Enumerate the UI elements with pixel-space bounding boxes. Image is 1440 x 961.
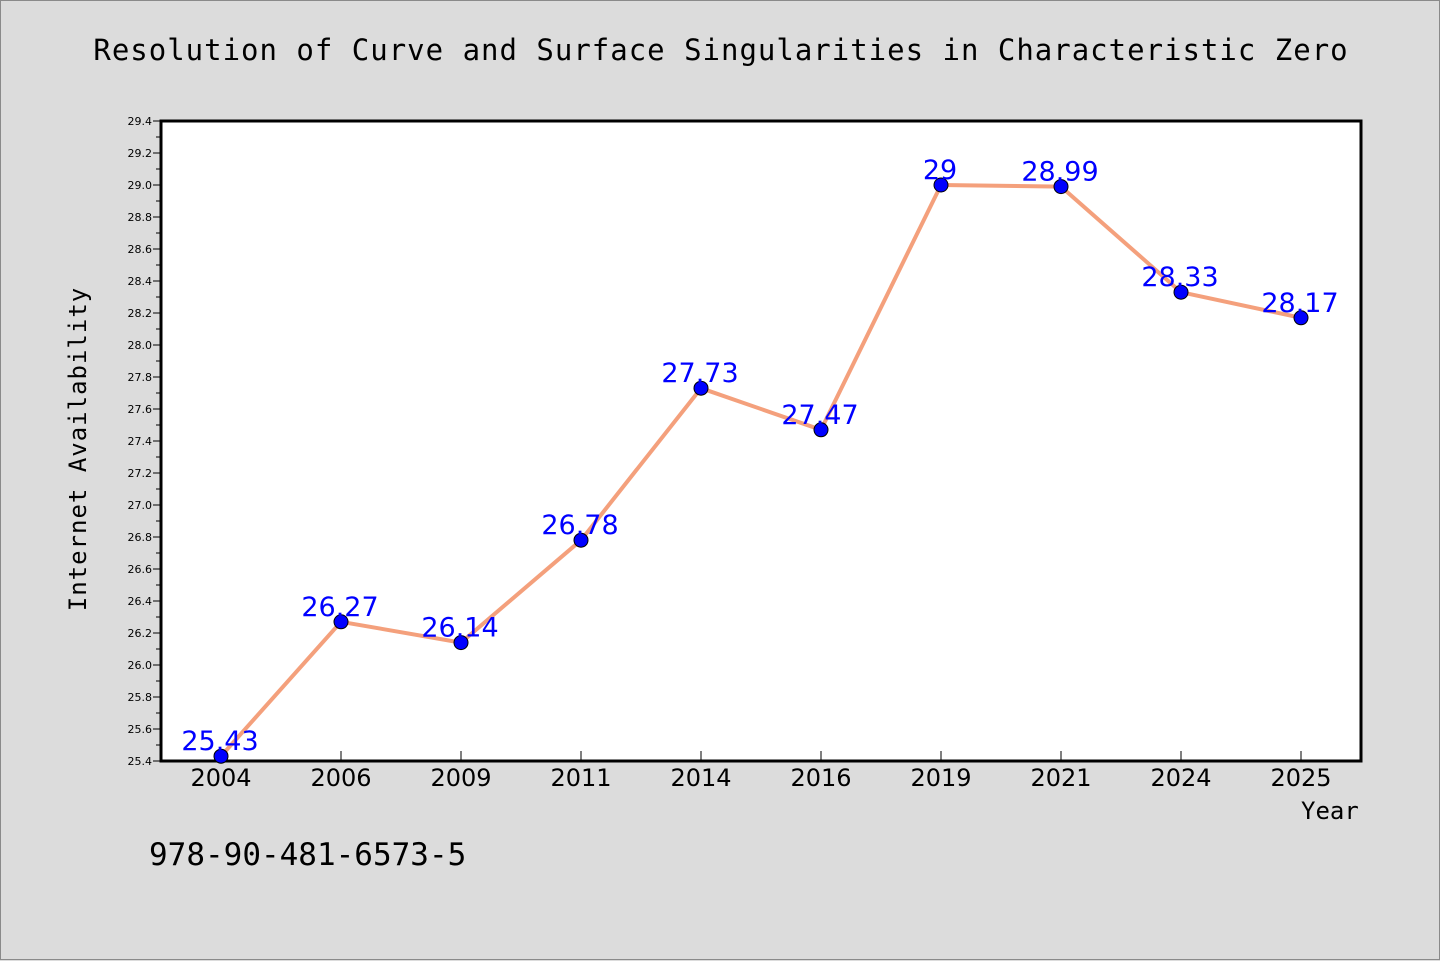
plot-area [159, 119, 1363, 763]
y-tick-label: 26.0 [128, 659, 153, 672]
data-point [813, 422, 829, 438]
data-point [453, 635, 469, 651]
y-tick-label: 25.6 [128, 723, 153, 736]
data-point [213, 748, 229, 764]
data-label: 26.27 [301, 592, 378, 623]
y-tick-label: 26.6 [128, 563, 153, 576]
y-tick-label: 28.6 [128, 243, 153, 256]
x-tick-label: 2025 [1270, 764, 1331, 792]
x-tick-label: 2009 [430, 764, 491, 792]
x-tick-label: 2014 [670, 764, 731, 792]
data-label: 27.47 [781, 400, 858, 431]
data-point [1293, 310, 1309, 326]
x-tick-label: 2011 [550, 764, 611, 792]
x-axis-label: Year [1301, 797, 1359, 825]
data-label: 25.43 [181, 726, 258, 757]
y-tick-label: 25.8 [128, 691, 153, 704]
series-line [219, 183, 1302, 758]
data-point [573, 532, 589, 548]
data-label: 26.78 [541, 510, 618, 541]
y-tick-label: 28.4 [128, 275, 153, 288]
x-tick-label: 2006 [310, 764, 371, 792]
y-tick-label: 27.6 [128, 403, 153, 416]
y-tick-label: 27.2 [128, 467, 153, 480]
y-tick-label: 26.8 [128, 531, 153, 544]
y-tick-label: 27.0 [128, 499, 153, 512]
x-tick-label: 2021 [1030, 764, 1091, 792]
y-tick-label: 26.4 [128, 595, 153, 608]
data-label: 28.99 [1021, 157, 1098, 188]
data-label: 28.17 [1261, 288, 1338, 319]
data-label: 29 [923, 155, 957, 186]
data-point [1053, 179, 1069, 195]
isbn-text: 978-90-481-6573-5 [149, 837, 467, 873]
data-point [933, 177, 949, 193]
data-label: 28.33 [1141, 262, 1218, 293]
data-label: 27.73 [661, 358, 738, 389]
data-point [333, 614, 349, 630]
x-tick-label: 2019 [910, 764, 971, 792]
x-tick-label: 2024 [1150, 764, 1211, 792]
chart-title: Resolution of Curve and Surface Singular… [93, 33, 1349, 67]
data-point [1173, 284, 1189, 300]
y-tick-label: 27.4 [128, 435, 153, 448]
x-tick-label: 2016 [790, 764, 851, 792]
y-tick-label: 27.8 [128, 371, 153, 384]
y-tick-label: 29.2 [128, 147, 153, 160]
x-tick-label: 2004 [190, 764, 251, 792]
y-tick-label: 29.0 [128, 179, 153, 192]
y-tick-label: 26.2 [128, 627, 153, 640]
y-tick-label: 28.8 [128, 211, 153, 224]
data-point [693, 380, 709, 396]
y-tick-label: 25.4 [128, 755, 153, 768]
y-tick-label: 28.0 [128, 339, 153, 352]
y-tick-label: 28.2 [128, 307, 153, 320]
data-label: 26.14 [421, 613, 498, 644]
y-tick-label: 29.4 [128, 115, 153, 128]
